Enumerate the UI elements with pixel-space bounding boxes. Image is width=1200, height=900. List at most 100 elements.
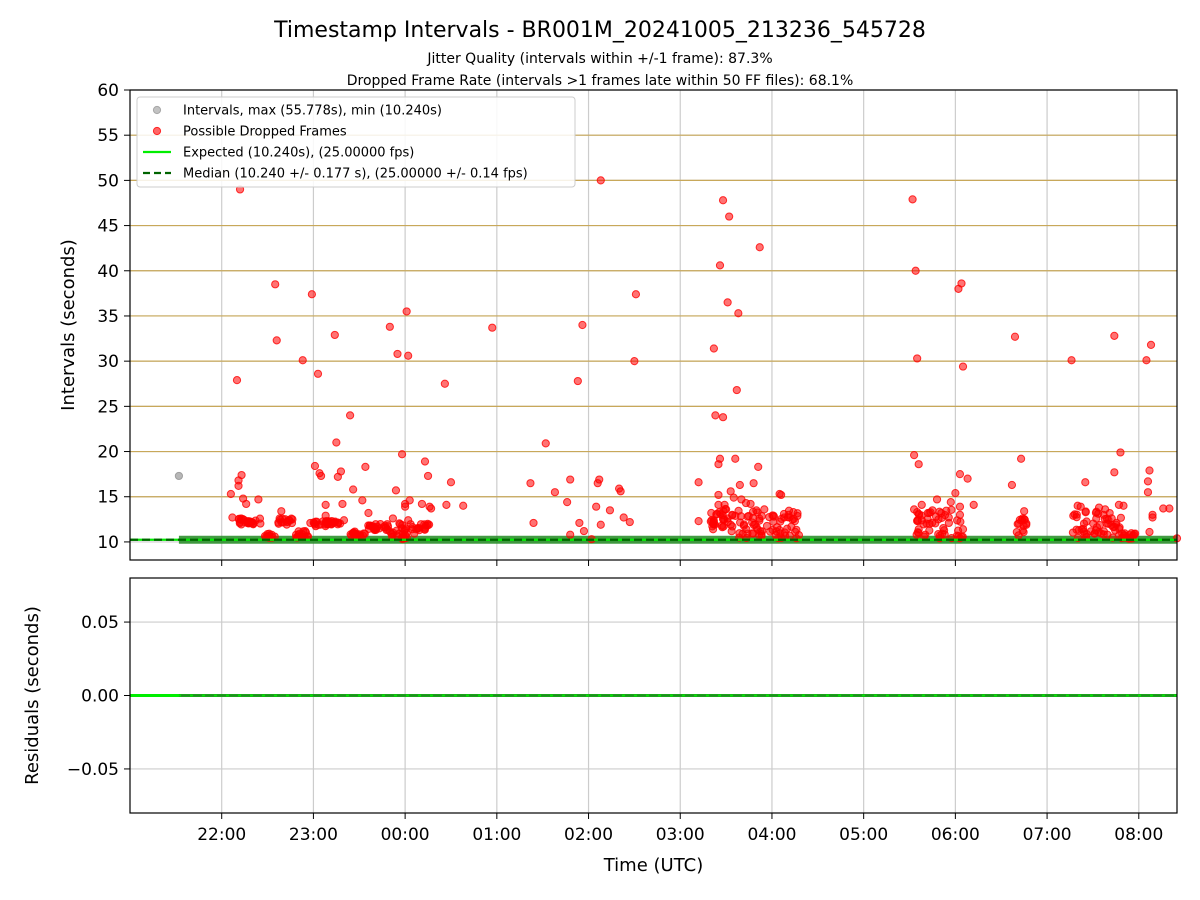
dropped-frame-point (630, 357, 639, 366)
dropped-frame-point (529, 518, 538, 528)
intervals-y-tick-label: 30 (97, 352, 119, 372)
dropped-frame-point (1145, 466, 1154, 475)
x-tick-label: 02:00 (564, 825, 613, 845)
dropped-frame-point (421, 521, 430, 530)
dropped-frame-point (592, 502, 601, 511)
dropped-frame-point (364, 508, 373, 518)
dropped-frame-point (595, 475, 604, 484)
dropped-frame-point (242, 499, 251, 509)
dropped-frame-point (1119, 501, 1128, 510)
dropped-frame-point (1081, 507, 1090, 516)
dropped-frame-point (913, 354, 922, 363)
dropped-frame-point (729, 493, 738, 502)
dropped-frame-point (1110, 331, 1119, 340)
dropped-frame-point (388, 530, 397, 539)
dropped-frame-point (1142, 356, 1151, 365)
dropped-frame-point (313, 369, 323, 378)
dropped-frame-point (330, 330, 339, 340)
dropped-frame-point (746, 499, 755, 509)
dropped-frame-point (596, 176, 605, 185)
dropped-frame-point (310, 461, 320, 471)
dropped-frame-point (947, 505, 956, 514)
dropped-frame-point (714, 490, 723, 500)
dropped-frame-point (352, 529, 361, 538)
dropped-frame-point (707, 516, 716, 525)
dropped-frame-point (718, 413, 728, 422)
dropped-frame-point (726, 520, 735, 529)
dropped-frame-point (578, 320, 587, 330)
dropped-frame-point (715, 454, 725, 463)
intervals-y-tick-label: 60 (97, 81, 119, 101)
chart-subtitle-jitter: Jitter Quality (intervals within +/-1 fr… (426, 51, 772, 67)
dropped-frame-point (417, 499, 427, 509)
dropped-frame-point (349, 485, 358, 494)
dropped-frame-point (1143, 488, 1153, 497)
dropped-frame-point (694, 517, 703, 526)
dropped-frame-point (365, 521, 375, 530)
dropped-frame-point (749, 479, 758, 488)
dropped-frame-point (321, 500, 330, 509)
legend-entry-2-label: Possible Dropped Frames (183, 125, 347, 140)
dropped-frame-point (550, 488, 560, 497)
intervals-y-tick-label: 50 (97, 171, 119, 191)
intervals-y-tick-label: 15 (97, 488, 119, 508)
intervals-y-tick-label: 40 (97, 262, 119, 282)
dropped-frame-point (1089, 519, 1098, 528)
dropped-frame-point (958, 362, 968, 371)
dropped-frame-point (731, 454, 740, 463)
dropped-frame-point (238, 515, 247, 524)
dropped-frame-point (711, 411, 720, 420)
dropped-frame-point (776, 529, 785, 538)
dropped-frame-point (596, 520, 605, 529)
intervals-y-tick-label: 55 (97, 126, 119, 146)
dropped-frame-point (237, 470, 246, 480)
dropped-frame-point (1116, 513, 1126, 522)
dropped-frame-point (1068, 528, 1078, 537)
legend-entry-1-label: Intervals, max (55.778s), min (10.240s) (183, 104, 442, 119)
dropped-frame-point (914, 460, 923, 469)
dropped-frame-point (1067, 356, 1076, 365)
dropped-frame-point (1094, 528, 1103, 537)
residuals-y-ticks: 0.05 0.00 −0.05 (67, 613, 130, 780)
dropped-frame-point (917, 500, 926, 509)
dropped-frame-point (427, 504, 436, 513)
dropped-frame-point (488, 323, 497, 332)
dropped-frame-point (526, 479, 535, 488)
dropped-frame-point (951, 489, 960, 498)
interval-point (174, 471, 184, 481)
chart-subtitle-dropped: Dropped Frame Rate (intervals >1 frames … (347, 73, 854, 89)
dropped-frame-point (735, 480, 744, 490)
chart-title: Timestamp Intervals - BR001M_20241005_21… (273, 18, 926, 43)
dropped-frame-point (768, 525, 777, 535)
dropped-frame-point (345, 411, 355, 420)
legend: Intervals, max (55.778s), min (10.240s) P… (136, 96, 576, 188)
dropped-frame-point (1130, 529, 1139, 539)
dropped-frame-point (322, 517, 331, 526)
dropped-frame-point (404, 351, 413, 360)
dropped-frame-point (777, 490, 786, 500)
intervals-y-tick-label: 45 (97, 217, 119, 237)
intervals-y-tick-label: 35 (97, 307, 119, 327)
dropped-frame-point (232, 376, 242, 385)
dropped-frame-point (263, 530, 272, 539)
dropped-frame-point (794, 530, 804, 540)
dropped-frame-point (226, 489, 235, 499)
x-tick-label: 08:00 (1114, 825, 1163, 845)
x-axis-label: Time (UTC) (603, 855, 704, 876)
intervals-y-tick-label: 25 (97, 397, 119, 417)
dropped-frame-point (423, 471, 433, 481)
dropped-frame-point (1148, 513, 1157, 522)
dropped-frame-point (1016, 454, 1026, 463)
dropped-frame-point (566, 530, 575, 539)
x-tick-label: 22:00 (197, 825, 246, 845)
dropped-frame-point (751, 520, 760, 529)
dropped-frame-point (768, 511, 777, 520)
dropped-frame-point (785, 513, 794, 522)
dropped-frame-point (908, 195, 917, 204)
dropped-frame-point (1076, 502, 1085, 511)
dropped-frame-point (931, 519, 940, 528)
dropped-frame-point (274, 519, 283, 528)
dropped-frame-point (333, 518, 342, 527)
dropped-frame-point (1120, 529, 1129, 538)
dropped-frame-point (755, 243, 764, 252)
